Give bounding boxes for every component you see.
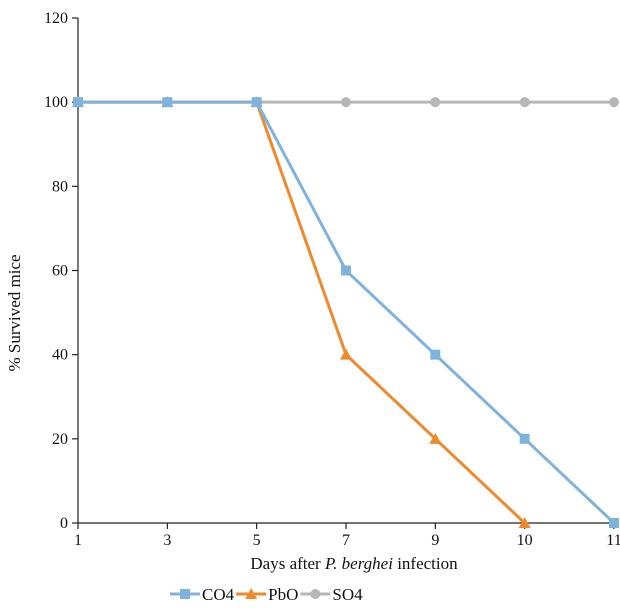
data-point-pbo	[518, 517, 531, 528]
x-axis-ticks: 1 3 5 7 9 10 11	[74, 523, 620, 549]
series-layer	[72, 96, 619, 528]
x-axis-label-suffix: infection	[393, 554, 458, 573]
legend-marker-pbo	[245, 588, 258, 599]
legend-label-so4: SO4	[332, 585, 363, 604]
series-line-co4	[78, 100, 616, 525]
legend-item-co4: CO4	[170, 585, 235, 604]
y-axis-label: % Survived mice	[5, 254, 24, 371]
data-point-so4	[519, 97, 530, 108]
x-tick-label: 1	[74, 532, 82, 549]
x-tick-label: 3	[163, 532, 171, 549]
y-tick-label: 100	[44, 94, 68, 111]
y-tick-label: 120	[44, 10, 68, 27]
x-tick-label: 7	[342, 532, 350, 549]
x-axis-label-prefix: Days after	[250, 554, 325, 573]
data-point-co4	[609, 518, 619, 528]
y-tick-label: 60	[52, 263, 68, 280]
y-tick-label: 0	[60, 515, 68, 532]
x-tick-label: 11	[606, 532, 620, 549]
data-point-so4	[609, 97, 619, 108]
x-axis-label-species: P. berghei	[324, 554, 393, 573]
legend-marker-co4	[180, 589, 190, 599]
data-point-pbo	[429, 432, 442, 444]
series-co4	[73, 97, 619, 528]
data-point-co4	[519, 433, 530, 444]
legend-label-pbo: PbO	[268, 585, 298, 604]
legend-label-co4: CO4	[202, 585, 235, 604]
data-point-co4	[341, 265, 351, 276]
legend: CO4 PbO SO4	[170, 585, 363, 604]
legend-item-so4: SO4	[300, 585, 363, 604]
x-tick-label: 10	[517, 532, 533, 549]
y-tick-label: 80	[52, 178, 68, 195]
legend-item-pbo: PbO	[236, 585, 298, 604]
data-point-pbo	[340, 348, 352, 360]
data-point-co4	[162, 97, 173, 108]
data-point-co4	[251, 97, 262, 108]
series-pbo	[72, 96, 531, 528]
y-axis-ticks: 0 20 40 60 80 100 120	[44, 10, 78, 532]
x-tick-label: 9	[431, 532, 439, 549]
data-point-so4	[341, 97, 351, 108]
x-axis-label: Days after P. berghei infection	[250, 554, 458, 573]
x-tick-label: 5	[253, 532, 261, 549]
y-tick-label: 40	[52, 347, 68, 364]
data-point-co4	[73, 97, 83, 108]
y-tick-label: 20	[52, 431, 68, 448]
data-point-so4	[430, 97, 441, 108]
series-line-pbo	[78, 100, 526, 525]
data-point-co4	[430, 349, 441, 360]
legend-marker-so4	[310, 589, 321, 599]
